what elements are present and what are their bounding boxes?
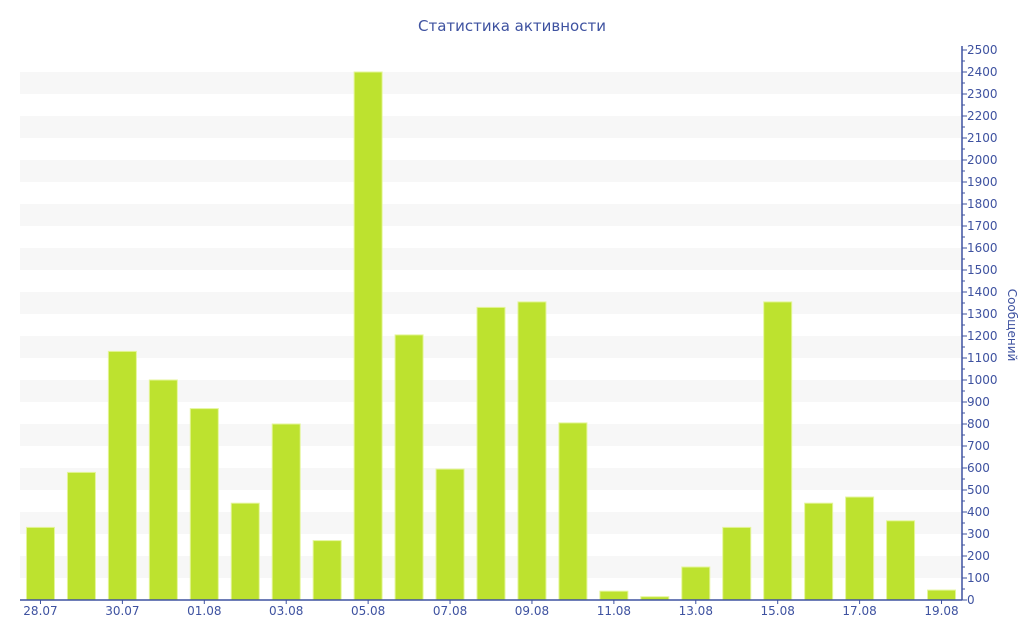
y-tick-label: 1900 [967,175,998,189]
y-tick-label: 100 [967,571,990,585]
bar-07.08 [435,468,465,601]
y-tick-label: 400 [967,505,990,519]
y-axis-label: Сообщений [1005,289,1019,362]
y-tick-label: 2500 [967,43,998,57]
y-tick-label: 1500 [967,263,998,277]
bar-29.07 [66,471,96,601]
bar-17.08 [845,496,875,601]
y-tick-label: 2000 [967,153,998,167]
y-tick-label: 1200 [967,329,998,343]
bar-31.07 [148,379,178,601]
x-tick-label: 30.07 [105,604,139,618]
grid-band [20,292,962,314]
x-tick-label: 09.08 [515,604,549,618]
bar-16.08 [804,502,834,601]
x-tick-label: 17.08 [842,604,876,618]
y-tick-label: 1600 [967,241,998,255]
bar-18.08 [886,520,916,601]
bar-08.08 [476,306,506,601]
grid-band [20,116,962,138]
y-tick-label: 1000 [967,373,998,387]
y-tick-label: 800 [967,417,990,431]
bar-19.08 [927,589,957,601]
y-tick-label: 1400 [967,285,998,299]
y-tick-label: 2300 [967,87,998,101]
y-tick-label: 200 [967,549,990,563]
bar-09.08 [517,301,547,601]
y-tick-label: 500 [967,483,990,497]
y-tick-label: 2200 [967,109,998,123]
grid-band [20,160,962,182]
y-tick-label: 700 [967,439,990,453]
bar-06.08 [394,334,424,601]
x-tick-label: 28.07 [23,604,57,618]
chart-title: Статистика активности [418,17,606,35]
x-tick-label: 15.08 [761,604,795,618]
bar-11.08 [599,590,629,601]
axes: 28.07 30.07 01.08 03.08 05.08 07.08 09.08 11.08… [20,43,998,618]
bar-04.08 [312,540,342,601]
bar-01.08 [189,408,219,601]
grid-band [20,204,962,226]
bars [25,71,957,601]
bar-28.07 [25,526,55,601]
bar-05.08 [353,71,383,601]
x-tick-label: 07.08 [433,604,467,618]
bar-30.07 [107,350,137,601]
y-tick-label: 0 [967,593,975,607]
y-tick-label: 1800 [967,197,998,211]
y-tick-label: 600 [967,461,990,475]
x-tick-label: 03.08 [269,604,303,618]
x-tick-label: 11.08 [597,604,631,618]
y-tick-label: 900 [967,395,990,409]
x-tick-label: 05.08 [351,604,385,618]
bar-15.08 [763,301,793,601]
y-tick-label: 2100 [967,131,998,145]
y-tick-label: 300 [967,527,990,541]
y-tick-label: 1300 [967,307,998,321]
x-tick-label: 01.08 [187,604,221,618]
y-tick-label: 2400 [967,65,998,79]
bar-13.08 [681,566,711,601]
y-tick-label: 1100 [967,351,998,365]
grid-band [20,72,962,94]
bar-02.08 [230,502,260,601]
bar-10.08 [558,422,588,601]
grid-band [20,248,962,270]
bar-03.08 [271,423,301,601]
x-tick-label: 19.08 [924,604,958,618]
y-tick-label: 1700 [967,219,998,233]
x-tick-label: 13.08 [679,604,713,618]
bar-14.08 [722,526,752,601]
